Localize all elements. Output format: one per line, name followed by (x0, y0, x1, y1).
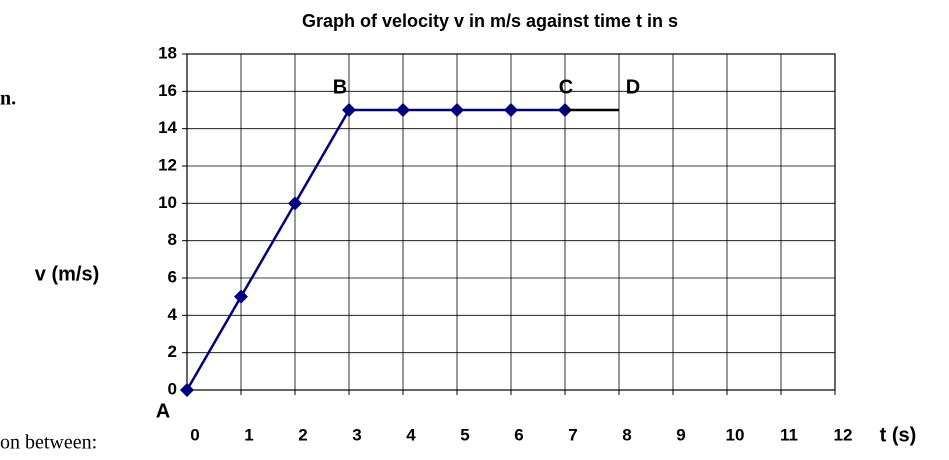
marker (288, 196, 302, 211)
text-fragment: n. (0, 88, 16, 110)
marker (234, 289, 248, 304)
y-tick-label: 10 (158, 193, 177, 212)
y-tick-label: 18 (158, 43, 177, 62)
x-tick-label: 5 (460, 425, 469, 444)
x-tick-label: 9 (676, 425, 685, 444)
x-tick-label: 12 (834, 425, 853, 444)
y-tick-label: 8 (168, 230, 177, 249)
x-tick-label: 4 (406, 425, 416, 444)
line (185, 108, 565, 391)
x-tick-label: 0 (190, 425, 199, 444)
x-tick-label: 2 (298, 425, 307, 444)
y-tick-label: 2 (168, 342, 177, 361)
x-tick-label: 7 (568, 425, 577, 444)
x-tick-label: 1 (244, 425, 253, 444)
x-tick-label: 10 (726, 425, 745, 444)
x-tick-label: 8 (622, 425, 631, 444)
x-tick-label: 3 (352, 425, 361, 444)
chart-title: Graph of velocity v in m/s against time … (302, 11, 678, 31)
y-tick-label: 0 (168, 379, 177, 398)
annotation: A (156, 400, 170, 422)
x-axis-label: t (s) (880, 424, 917, 446)
text-fragment: on between: (0, 432, 97, 454)
y-tick-label: 4 (168, 305, 178, 324)
y-tick-label: 12 (158, 155, 177, 174)
annotation: D (626, 76, 640, 98)
y-tick-label: 14 (158, 118, 177, 137)
marker (450, 103, 464, 117)
y-tick-label: 6 (168, 267, 177, 286)
marker (180, 383, 194, 397)
x-tick-label: 6 (514, 425, 523, 444)
marker (342, 103, 356, 117)
marker (504, 103, 518, 117)
y-tick-label: 16 (158, 81, 177, 100)
annotation: B (333, 76, 347, 98)
y-axis-label: v (m/s) (35, 263, 99, 285)
marker (396, 103, 410, 117)
plot-border (186, 53, 836, 391)
annotation: C (559, 76, 573, 98)
x-tick-label: 11 (780, 425, 798, 444)
